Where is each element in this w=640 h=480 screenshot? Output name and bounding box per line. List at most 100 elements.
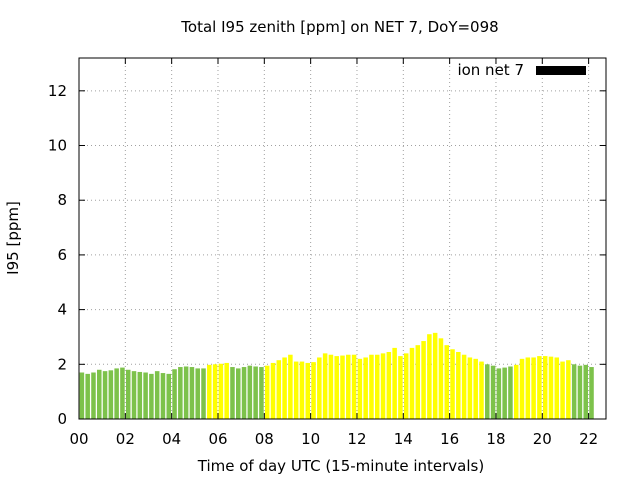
bar (450, 349, 455, 419)
bar (369, 354, 374, 419)
bar (432, 332, 438, 419)
bar (328, 354, 334, 419)
bar (485, 364, 490, 419)
bars (79, 332, 594, 419)
bar (102, 371, 108, 419)
bar (253, 366, 258, 419)
legend-swatch (536, 66, 586, 75)
bar (282, 357, 287, 419)
bar (166, 373, 172, 419)
bar (496, 368, 502, 419)
x-tick-label: 22 (579, 430, 598, 448)
bar (91, 372, 96, 419)
bar (299, 361, 305, 419)
x-tick-label: 02 (116, 430, 135, 448)
y-tick-label: 12 (48, 82, 67, 100)
bar (334, 356, 339, 419)
bar (554, 357, 560, 419)
bar (380, 353, 386, 419)
bar (230, 367, 235, 419)
bar (172, 369, 177, 419)
bar (288, 354, 293, 419)
x-tick-label: 08 (255, 430, 274, 448)
bar (125, 369, 131, 419)
bar (120, 367, 125, 419)
bar (374, 354, 380, 419)
y-tick-label: 10 (48, 137, 67, 155)
bar (537, 356, 542, 419)
bar (566, 360, 571, 419)
x-tick-label: 10 (301, 430, 320, 448)
bar (525, 357, 531, 419)
bar (305, 362, 311, 419)
y-tick-label: 8 (57, 191, 67, 209)
bar (212, 364, 218, 419)
bar (235, 368, 241, 419)
y-tick-label: 0 (57, 410, 67, 428)
bar (154, 371, 160, 419)
bar (351, 354, 357, 419)
bar (589, 367, 594, 419)
bar (473, 358, 478, 419)
bar (479, 361, 484, 419)
legend-label: ion net 7 (457, 61, 524, 79)
bar (456, 351, 461, 419)
bar (444, 345, 450, 419)
bar (421, 341, 426, 419)
x-tick-label: 12 (347, 430, 366, 448)
bar (438, 338, 444, 419)
bar (149, 373, 154, 419)
bar (415, 345, 421, 419)
bar (189, 367, 195, 419)
plot-frame (78, 57, 607, 420)
x-tick-label: 06 (208, 430, 227, 448)
bar (195, 368, 200, 419)
bar (264, 365, 270, 419)
x-tick-label: 00 (69, 430, 88, 448)
grid (79, 58, 606, 419)
bar (114, 368, 119, 419)
bar (386, 351, 392, 419)
bar (531, 357, 536, 419)
x-tick-label: 04 (162, 430, 181, 448)
bar (293, 361, 299, 419)
bar (322, 353, 328, 419)
y-axis-label: I95 [ppm] (4, 201, 22, 275)
bar (79, 372, 85, 419)
x-axis-label: Time of day UTC (15-minute intervals) (197, 457, 484, 475)
bar (247, 365, 253, 419)
bar (502, 367, 507, 419)
bar (85, 373, 90, 419)
bar (259, 367, 264, 419)
bar (311, 362, 316, 419)
bar (131, 371, 137, 419)
bar (201, 368, 206, 419)
bar (508, 366, 513, 419)
bar (363, 357, 368, 419)
bar (346, 354, 351, 419)
bar (108, 370, 114, 419)
bar (560, 361, 565, 419)
bar (467, 357, 473, 419)
x-tick-label: 14 (394, 430, 413, 448)
bar (218, 363, 224, 419)
bar (183, 366, 189, 419)
bar (542, 356, 548, 419)
bar (241, 367, 247, 419)
bar (519, 358, 525, 419)
bar (276, 360, 282, 419)
bar (178, 367, 183, 419)
bar (571, 364, 577, 419)
bar (143, 372, 148, 419)
x-tick-label: 18 (486, 430, 505, 448)
x-tick-label: 20 (533, 430, 552, 448)
bar (392, 347, 397, 419)
legend: ion net 7 (457, 61, 586, 79)
bar (317, 357, 322, 419)
y-tick-label: 2 (57, 355, 67, 373)
y-tick-label: 4 (57, 301, 67, 319)
bar (340, 355, 345, 419)
bar (490, 365, 496, 419)
